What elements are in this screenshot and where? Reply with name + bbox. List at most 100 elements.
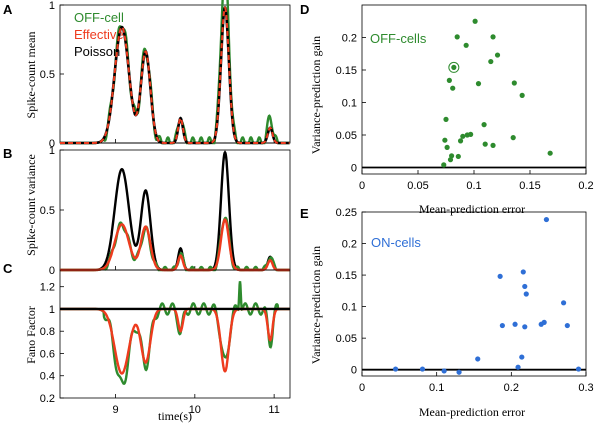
- panel-d-label: OFF-cells: [370, 31, 427, 46]
- panel-b-ytick-label: 1: [49, 145, 55, 157]
- panel-c-xtick-label: 9: [112, 404, 118, 416]
- panel-e-ytick-label: 0.1: [342, 302, 357, 314]
- effective-fano-line: [60, 307, 290, 375]
- panel-d-data-point: [488, 58, 494, 65]
- panel-d-data-point: [441, 162, 447, 168]
- panel-d-data-point: [443, 116, 449, 122]
- panel-e-ytick-label: 0.25: [336, 207, 357, 219]
- panel-e-xtick-label: 0.1: [429, 382, 444, 394]
- panel-c-ytick-label: 0.4: [40, 371, 55, 383]
- panel-e-ylabel: Variance-prediction gain: [309, 246, 323, 364]
- panel-a-ylabel: Spike-count mean: [24, 32, 38, 119]
- panel-e-data-point: [512, 321, 518, 327]
- panel-e-data-point: [519, 354, 525, 360]
- panel-b-ytick-label: 0: [49, 265, 55, 277]
- legend-effective-label: Effective: [74, 27, 124, 42]
- panel-d-highlight-ring: [448, 61, 460, 73]
- panel-d-data-point: [449, 153, 455, 159]
- panel-d-data-point: [475, 81, 482, 87]
- panel-d-ytick-label: 0: [351, 163, 357, 175]
- panel-e-xlabel: Mean-prediction error: [419, 405, 525, 419]
- panel-e-data-point: [543, 216, 550, 223]
- panel-a-ytick-label: 1: [49, 0, 55, 12]
- panel-e-data-point: [522, 324, 528, 330]
- panel-e-data-point: [541, 319, 547, 325]
- panel-e-data-point: [497, 273, 503, 279]
- panel-e-data-point: [523, 291, 529, 297]
- panel-a-axes-frame: [59, 4, 291, 144]
- panel-e-ytick-label: 0.15: [336, 270, 357, 282]
- panel-e-axes-frame: [361, 211, 587, 377]
- panel-d-data-point: [490, 34, 496, 40]
- panel-d-data-point: [447, 157, 454, 163]
- panel-d-data-point: [472, 18, 478, 24]
- panel-e-data-point: [575, 366, 582, 372]
- panel-b-variance-plot: Spike-count variance 0 0.5 1: [24, 145, 291, 277]
- panel-b-ytick-label: 0.5: [40, 205, 55, 217]
- panel-d-xtick-label: 0.2: [578, 180, 593, 192]
- panel-a-ytick-label: 0.5: [40, 69, 55, 81]
- panel-e-data-point: [515, 364, 521, 370]
- panel-d-data-point: [482, 141, 488, 147]
- panel-d-data-point: [519, 92, 525, 98]
- panel-letter-c: C: [3, 261, 13, 276]
- panel-d-xtick-label: 0.05: [407, 180, 428, 192]
- panel-d-data-point: [455, 153, 461, 160]
- panel-e-data-point: [475, 356, 481, 362]
- panel-d-data-point: [457, 138, 464, 144]
- panel-d-data-point: [460, 133, 466, 139]
- panel-b-ylabel: Spike-count variance: [24, 154, 38, 256]
- panel-d-xtick-label: 0.15: [519, 180, 540, 192]
- panel-d-data-point: [494, 52, 501, 58]
- panel-e-data-point: [456, 369, 462, 375]
- panel-a-ytick-label: 0: [49, 138, 55, 150]
- panel-d-data-point: [547, 150, 553, 156]
- poisson-variance-line: [60, 150, 290, 272]
- panel-e-xtick-label: 0.3: [578, 382, 593, 394]
- panel-d-ylabel: Variance-prediction gain: [309, 36, 323, 154]
- panel-d-ytick-label: 0.05: [336, 130, 357, 142]
- legend-offcell-label: OFF-cell: [74, 10, 124, 25]
- panel-e-label: ON-cells: [371, 235, 421, 250]
- panel-d-ytick-label: 0.1: [342, 98, 357, 110]
- panel-c-axes-frame: [59, 269, 291, 399]
- panel-letter-d: D: [300, 2, 309, 17]
- effective-variance-line: [60, 218, 290, 272]
- panel-letter-b: B: [3, 146, 12, 161]
- panel-e-xtick-label: 0: [359, 382, 365, 394]
- panel-d-ytick-label: 0.15: [336, 65, 357, 77]
- panel-a-legend: OFF-cell Effective Poisson: [74, 10, 124, 59]
- panel-d-data-point: [451, 64, 457, 70]
- panel-d-xtick-label: 0: [359, 180, 365, 192]
- panel-d-data-point: [444, 144, 450, 150]
- panel-c-xtick-label: 11: [268, 404, 279, 416]
- panel-c-ytick-label: 0.6: [40, 348, 55, 360]
- panel-letter-e: E: [300, 206, 309, 221]
- panel-b-axes-frame: [59, 149, 291, 271]
- panel-c-ylabel: Fano Factor: [24, 306, 38, 364]
- legend-poisson-label: Poisson: [74, 44, 120, 59]
- panel-e-data-point: [561, 300, 567, 306]
- panel-a-mean-plot: Spike-count mean OFF-cell Effective Pois…: [24, 0, 291, 150]
- panel-d-offcells-scatter: Variance-prediction gain Mean-prediction…: [309, 4, 594, 216]
- panel-d-ytick-label: 0.2: [342, 33, 357, 45]
- panel-e-data-point: [564, 322, 570, 329]
- panel-letter-a: A: [3, 2, 13, 17]
- panel-c-ytick-label: 0.8: [40, 326, 55, 338]
- panel-e-ytick-label: 0.05: [336, 333, 357, 345]
- panel-e-ytick-label: 0: [351, 365, 357, 377]
- panel-d-data-point: [464, 132, 470, 138]
- panel-e-data-point: [520, 269, 526, 275]
- panel-e-data-point: [499, 322, 505, 329]
- panel-d-xtick-label: 0.1: [466, 180, 481, 192]
- panel-c-xtick-label: 10: [189, 404, 201, 416]
- panel-e-xtick-label: 0.2: [504, 382, 519, 394]
- panel-d-data-point: [511, 80, 517, 86]
- panel-e-data-point: [441, 368, 447, 374]
- offcell-fano-line: [60, 281, 290, 385]
- panel-c-ytick-label: 1: [49, 304, 55, 316]
- panel-d-data-point: [463, 42, 469, 48]
- panel-d-data-point: [450, 85, 456, 91]
- panel-c-fano-plot: Fano Factor time(s) 0.2 0.4 0.6 0.8 1 1.2 9 10 1…: [24, 269, 291, 423]
